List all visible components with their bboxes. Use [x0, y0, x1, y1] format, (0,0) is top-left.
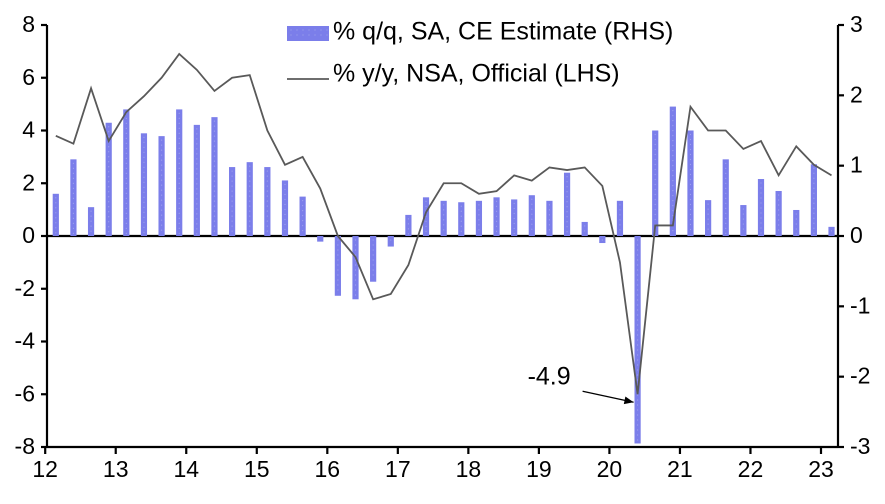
svg-text:12: 12: [32, 456, 58, 482]
svg-text:-1: -1: [850, 292, 870, 318]
svg-text:-3: -3: [850, 433, 870, 459]
svg-text:22: 22: [738, 456, 764, 482]
svg-text:8: 8: [22, 11, 35, 37]
svg-text:16: 16: [315, 456, 341, 482]
svg-text:21: 21: [667, 456, 693, 482]
svg-text:17: 17: [385, 456, 411, 482]
svg-text:3: 3: [850, 11, 863, 37]
svg-text:-4.9: -4.9: [528, 362, 571, 390]
svg-text:2: 2: [850, 81, 863, 107]
svg-text:% y/y, NSA, Official (LHS): % y/y, NSA, Official (LHS): [333, 60, 620, 88]
svg-text:0: 0: [22, 222, 35, 248]
svg-text:-6: -6: [15, 380, 35, 406]
svg-text:2: 2: [22, 169, 35, 195]
svg-text:15: 15: [244, 456, 270, 482]
svg-text:18: 18: [456, 456, 482, 482]
svg-text:0: 0: [850, 222, 863, 248]
svg-text:-2: -2: [15, 275, 35, 301]
svg-text:20: 20: [597, 456, 623, 482]
svg-text:% q/q, SA, CE Estimate (RHS): % q/q, SA, CE Estimate (RHS): [333, 18, 673, 46]
svg-text:14: 14: [173, 456, 199, 482]
svg-text:13: 13: [103, 456, 129, 482]
svg-text:-2: -2: [850, 363, 870, 389]
svg-text:19: 19: [526, 456, 552, 482]
svg-text:1: 1: [850, 152, 863, 178]
svg-text:4: 4: [22, 117, 35, 143]
svg-text:23: 23: [808, 456, 834, 482]
svg-text:-4: -4: [15, 328, 36, 354]
svg-text:6: 6: [22, 64, 35, 90]
